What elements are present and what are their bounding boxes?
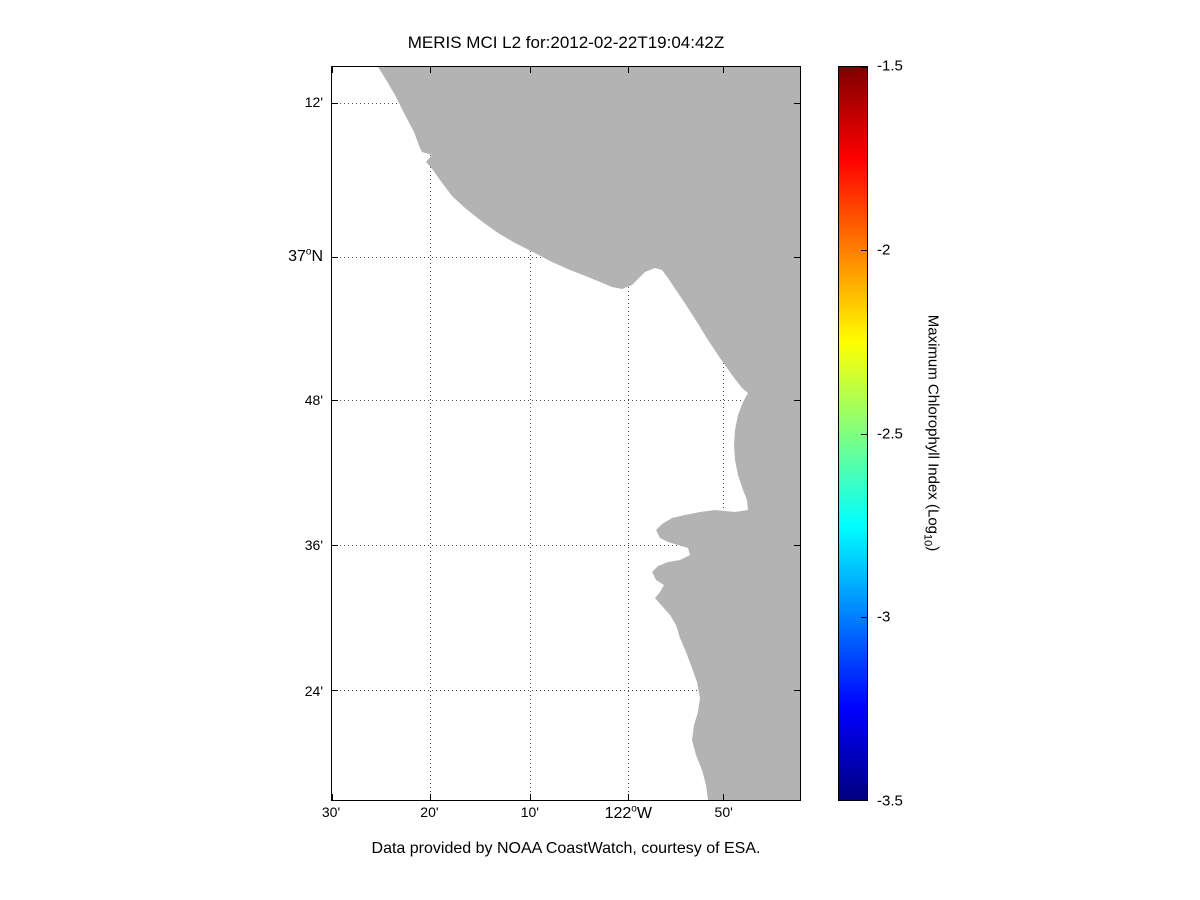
colorbar-label: Maximum Chlorophyll Index (Log10): [921, 314, 942, 552]
y-tick-label: 37oN: [288, 246, 323, 265]
colorbar-tick-mark: [861, 616, 867, 618]
tick-layer: [332, 67, 800, 800]
colorbar-tick-label: -3.5: [877, 792, 903, 810]
chart-title: MERIS MCI L2 for:2012-02-22T19:04:42Z: [407, 33, 725, 52]
colorbar-tick-mark: [861, 67, 867, 68]
x-tick-label: 50': [714, 804, 733, 820]
x-tick-mark: [332, 794, 333, 800]
y-tick-mark: [794, 102, 800, 104]
x-tick-mark: [628, 794, 629, 800]
colorbar-tick-mark: [861, 250, 867, 252]
x-gridline: [723, 67, 724, 800]
colorbar-tick-label: -2: [877, 241, 891, 259]
y-tick-mark: [794, 256, 800, 258]
x-tick-label: 10': [520, 804, 539, 820]
y-tick-mark: [794, 689, 800, 691]
x-tick-mark: [429, 794, 431, 800]
y-tick-mark: [332, 689, 338, 691]
colorbar-tick-label: -3: [877, 608, 891, 626]
x-tick-labels: 30' 20' 10' 122oW 50': [322, 803, 801, 832]
x-tick-mark: [723, 67, 724, 73]
x-tick-label: 30': [321, 804, 341, 820]
x-gridline: [628, 67, 629, 800]
x-tick-label: 122oW: [604, 803, 652, 822]
x-tick-mark: [530, 794, 531, 800]
x-tick-mark: [723, 794, 724, 800]
land-mass: [378, 67, 800, 800]
x-tick-mark: [429, 67, 431, 73]
x-gridline: [530, 67, 531, 800]
y-tick-mark: [332, 256, 338, 258]
colorbar-label-close: ): [924, 546, 942, 552]
y-tick-mark: [794, 544, 800, 546]
colorbar-tick-mark: [861, 433, 867, 435]
caption: Data provided by NOAA CoastWatch, courte…: [371, 840, 761, 857]
x-tick-mark: [530, 67, 531, 73]
x-tick-mark: [332, 67, 333, 73]
y-tick-label: 36': [304, 537, 323, 554]
colorbar-label-text: Maximum Chlorophyll Index (Log: [924, 314, 942, 535]
map-plot: [331, 66, 801, 801]
y-tick-mark: [794, 400, 800, 401]
x-tick-mark: [628, 67, 629, 73]
x-gridline: [429, 67, 431, 800]
colorbar-tick-labels: -1.5 -2 -2.5 -3 -3.5: [877, 58, 937, 810]
y-tick-mark: [332, 544, 338, 546]
y-tick-label: 24': [304, 682, 323, 699]
colorbar-label-subscript: 10: [921, 534, 934, 547]
y-gridline: [332, 400, 800, 401]
y-tick-mark: [332, 400, 338, 401]
y-tick-labels: 12' 37oN 48' 36' 24': [206, 66, 323, 801]
y-gridline: [332, 544, 800, 546]
y-gridline: [332, 689, 800, 691]
coastline-path: [378, 67, 800, 800]
y-tick-label: 48': [304, 391, 323, 408]
colorbar: [838, 66, 868, 801]
colorbar-tick-mark: [861, 800, 867, 801]
colorbar-tick-label: -2.5: [877, 425, 903, 442]
y-tick-mark: [332, 102, 338, 104]
y-tick-label: 12': [304, 94, 323, 111]
x-tick-label: 20': [420, 804, 439, 820]
colorbar-tick-label: -1.5: [877, 57, 903, 75]
